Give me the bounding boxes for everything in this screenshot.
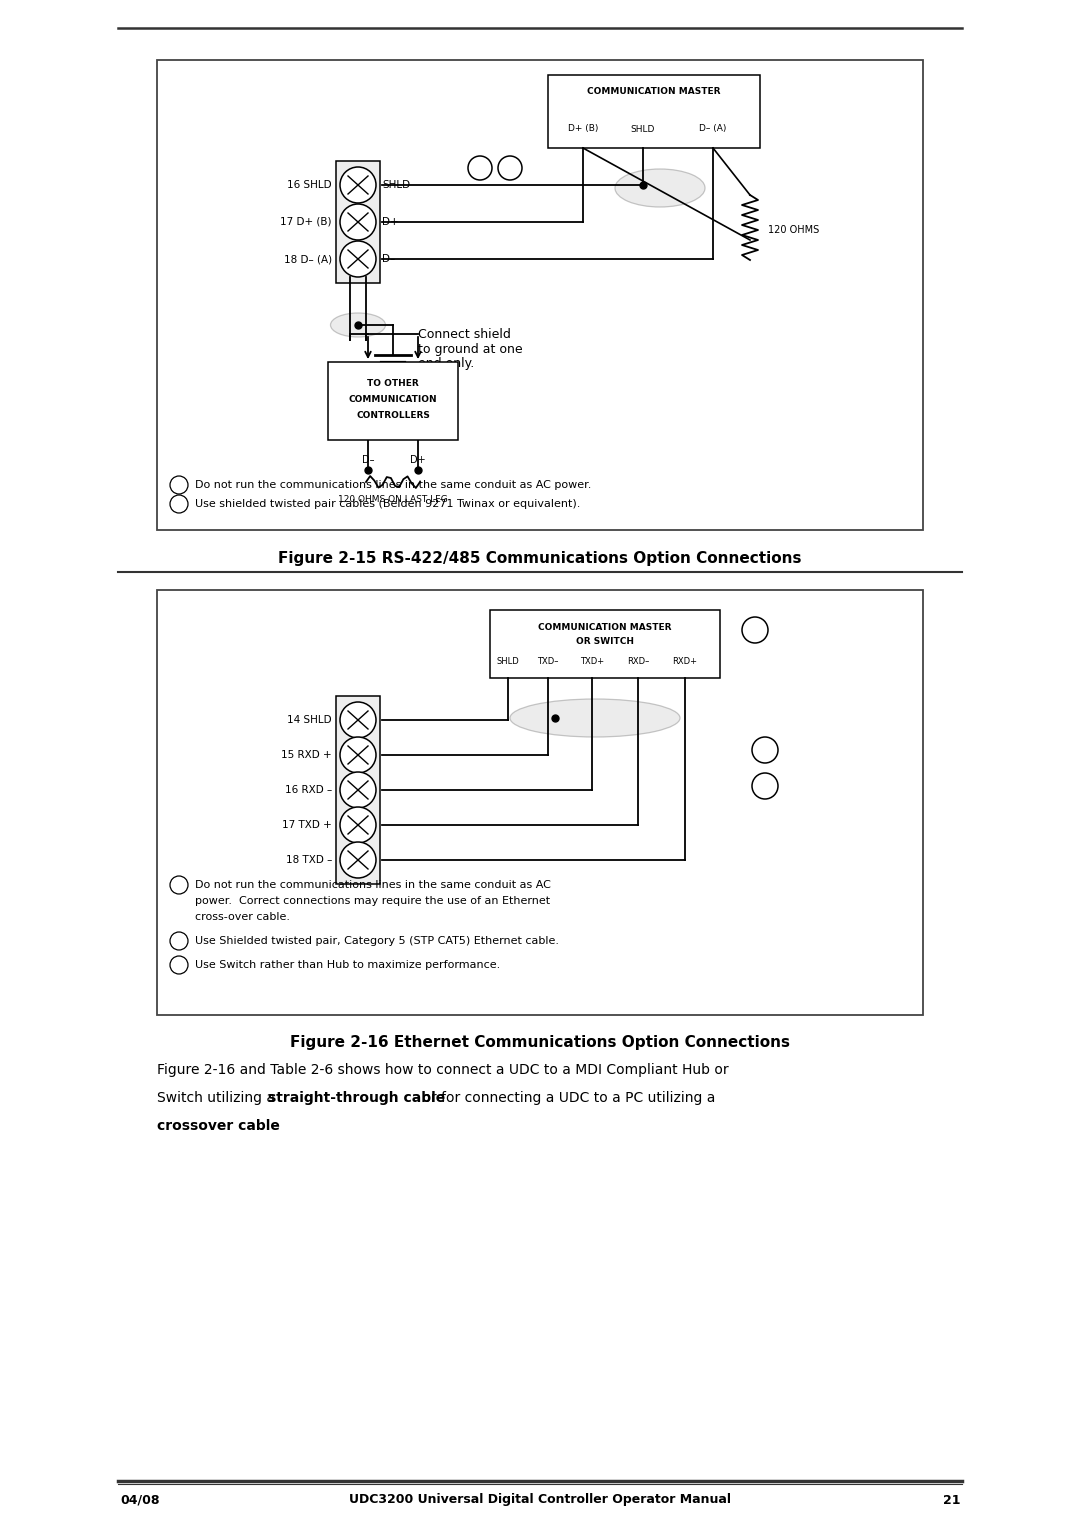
Text: COMMUNICATION MASTER: COMMUNICATION MASTER [588, 87, 720, 96]
Text: RXD–: RXD– [626, 658, 649, 666]
Ellipse shape [510, 699, 680, 738]
Text: 17 TXD +: 17 TXD + [282, 820, 332, 831]
Text: 3: 3 [176, 960, 183, 970]
Text: 120 OHMS: 120 OHMS [768, 224, 820, 235]
FancyBboxPatch shape [490, 609, 720, 678]
Text: SHLD: SHLD [497, 658, 519, 666]
Circle shape [170, 931, 188, 950]
Text: Figure 2-15 RS-422/485 Communications Option Connections: Figure 2-15 RS-422/485 Communications Op… [279, 551, 801, 565]
Text: Connect shield: Connect shield [418, 328, 511, 342]
Text: cross-over cable.: cross-over cable. [195, 912, 291, 922]
Text: CONTROLLERS: CONTROLLERS [356, 411, 430, 420]
Text: OR SWITCH: OR SWITCH [576, 637, 634, 646]
Text: TXD+: TXD+ [580, 658, 604, 666]
FancyBboxPatch shape [336, 160, 380, 282]
Text: crossover cable: crossover cable [157, 1119, 280, 1133]
Text: UDC3200 Universal Digital Controller Operator Manual: UDC3200 Universal Digital Controller Ope… [349, 1493, 731, 1507]
FancyBboxPatch shape [336, 696, 380, 884]
Circle shape [340, 241, 376, 276]
Text: Switch utilizing a: Switch utilizing a [157, 1090, 280, 1106]
Text: RXD+: RXD+ [673, 658, 698, 666]
Text: 17 D+ (B): 17 D+ (B) [281, 217, 332, 228]
Text: D+ (B): D+ (B) [568, 125, 598, 133]
Text: Use Shielded twisted pair, Category 5 (STP CAT5) Ethernet cable.: Use Shielded twisted pair, Category 5 (S… [195, 936, 559, 947]
Text: 1: 1 [761, 745, 769, 754]
Circle shape [340, 205, 376, 240]
Text: to ground at one: to ground at one [418, 342, 523, 356]
Text: COMMUNICATION MASTER: COMMUNICATION MASTER [538, 623, 672, 632]
Circle shape [170, 876, 188, 893]
Text: 16 SHLD: 16 SHLD [287, 180, 332, 189]
Text: Do not run the communications lines in the same conduit as AC: Do not run the communications lines in t… [195, 880, 551, 890]
Text: D+: D+ [382, 217, 399, 228]
Text: 1: 1 [476, 163, 484, 173]
Text: 14 SHLD: 14 SHLD [287, 715, 332, 725]
Text: TO OTHER: TO OTHER [367, 380, 419, 388]
Circle shape [170, 476, 188, 495]
Circle shape [340, 702, 376, 738]
FancyBboxPatch shape [548, 75, 760, 148]
Text: Use Switch rather than Hub to maximize performance.: Use Switch rather than Hub to maximize p… [195, 960, 500, 970]
Text: D+: D+ [410, 455, 426, 466]
Circle shape [468, 156, 492, 180]
Text: Use shielded twisted pair cables (Belden 9271 Twinax or equivalent).: Use shielded twisted pair cables (Belden… [195, 499, 580, 508]
Text: 2: 2 [176, 499, 183, 508]
Text: SHLD: SHLD [631, 125, 656, 133]
Circle shape [752, 738, 778, 764]
Circle shape [170, 956, 188, 974]
Ellipse shape [330, 313, 386, 337]
FancyBboxPatch shape [328, 362, 458, 440]
Text: 1: 1 [176, 479, 183, 490]
Text: Figure 2-16 and Table 2-6 shows how to connect a UDC to a MDI Compliant Hub or: Figure 2-16 and Table 2-6 shows how to c… [157, 1063, 729, 1077]
Circle shape [170, 495, 188, 513]
Text: 3: 3 [752, 625, 758, 635]
Circle shape [340, 806, 376, 843]
Text: D–: D– [362, 455, 375, 466]
Text: Do not run the communications lines in the same conduit as AC power.: Do not run the communications lines in t… [195, 479, 592, 490]
Circle shape [340, 166, 376, 203]
Text: 1: 1 [176, 880, 183, 890]
Text: 18 D– (A): 18 D– (A) [284, 253, 332, 264]
Text: 21: 21 [943, 1493, 960, 1507]
Text: or for connecting a UDC to a PC utilizing a: or for connecting a UDC to a PC utilizin… [418, 1090, 715, 1106]
Text: COMMUNICATION: COMMUNICATION [349, 395, 437, 405]
Circle shape [340, 773, 376, 808]
Circle shape [498, 156, 522, 180]
Text: straight-through cable: straight-through cable [268, 1090, 445, 1106]
Circle shape [742, 617, 768, 643]
Text: SHLD: SHLD [382, 180, 410, 189]
Text: .: . [259, 1119, 264, 1133]
Text: 120 OHMS ON LAST LEG: 120 OHMS ON LAST LEG [338, 495, 448, 504]
FancyBboxPatch shape [157, 589, 923, 1015]
Text: 2: 2 [507, 163, 514, 173]
Text: 04/08: 04/08 [120, 1493, 160, 1507]
Ellipse shape [615, 169, 705, 208]
Text: power.  Correct connections may require the use of an Ethernet: power. Correct connections may require t… [195, 896, 550, 906]
Circle shape [752, 773, 778, 799]
Text: 16 RXD –: 16 RXD – [285, 785, 332, 796]
Circle shape [340, 841, 376, 878]
Text: 18 TXD –: 18 TXD – [285, 855, 332, 864]
Text: TXD–: TXD– [537, 658, 558, 666]
Text: Figure 2-16 Ethernet Communications Option Connections: Figure 2-16 Ethernet Communications Opti… [291, 1035, 789, 1051]
Text: D– (A): D– (A) [700, 125, 727, 133]
Text: D–: D– [382, 253, 395, 264]
Text: end only.: end only. [418, 356, 474, 370]
Circle shape [340, 738, 376, 773]
FancyBboxPatch shape [157, 60, 923, 530]
Text: 15 RXD +: 15 RXD + [282, 750, 332, 760]
Text: 2: 2 [176, 936, 183, 947]
Text: 2: 2 [761, 780, 769, 791]
